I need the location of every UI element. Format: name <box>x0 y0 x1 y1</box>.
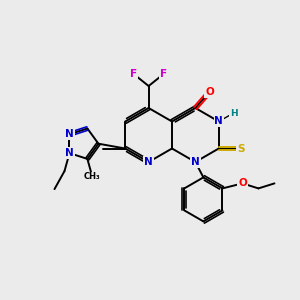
Text: N: N <box>65 148 74 158</box>
Text: N: N <box>214 116 223 127</box>
Text: N: N <box>191 157 200 167</box>
Text: O: O <box>238 178 247 188</box>
Text: N: N <box>144 157 153 167</box>
Text: F: F <box>130 69 137 79</box>
Text: H: H <box>230 109 238 118</box>
Text: O: O <box>205 87 214 97</box>
Text: S: S <box>237 143 244 154</box>
Text: N: N <box>65 129 74 139</box>
Text: CH₃: CH₃ <box>84 172 101 182</box>
Text: F: F <box>160 69 167 79</box>
